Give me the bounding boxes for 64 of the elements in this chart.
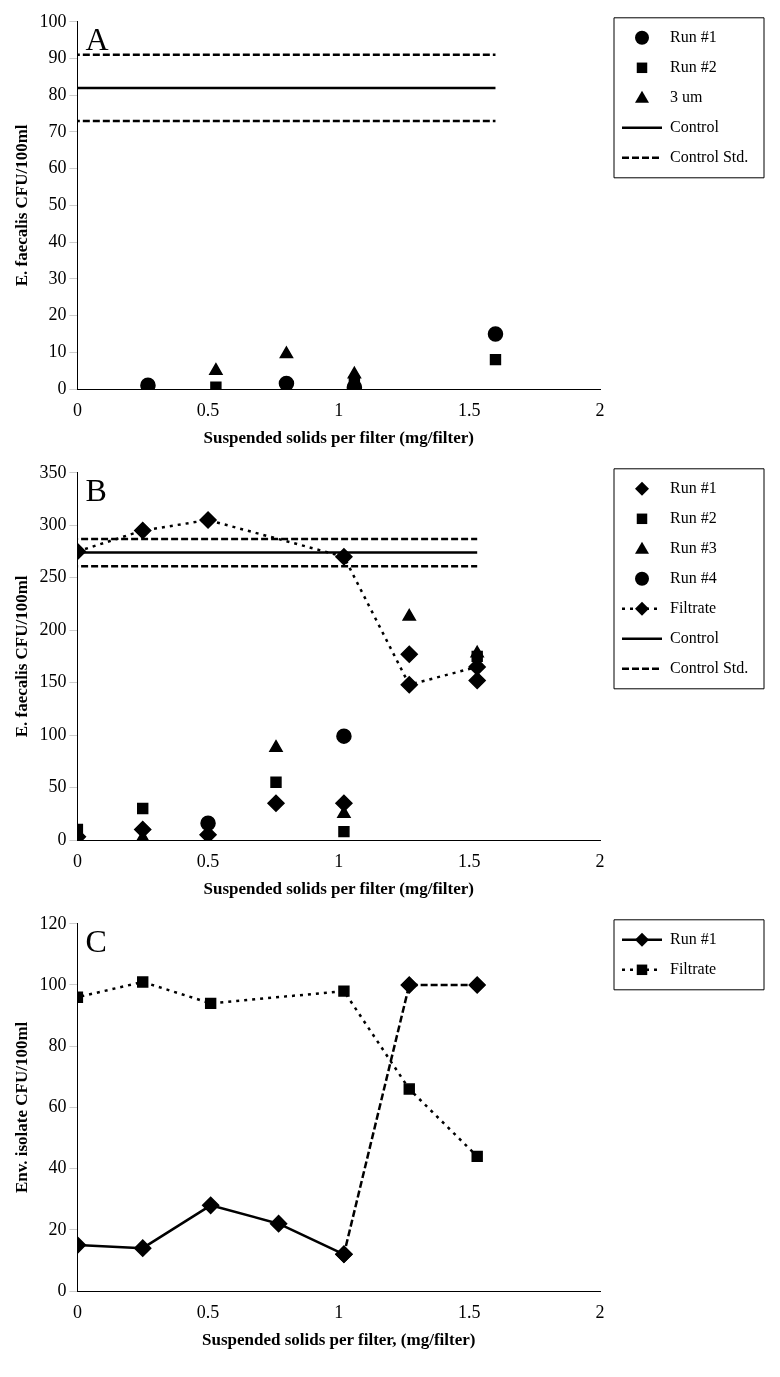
annotation: A: [85, 21, 109, 58]
y-tick-label: 0: [57, 1279, 67, 1300]
annotation: B: [85, 472, 107, 509]
legend-label: Run #1: [670, 28, 717, 45]
y-tick-label: 40: [48, 230, 67, 251]
y-tick-label: 100: [39, 973, 67, 994]
x-tick-label: 1.5: [458, 399, 481, 420]
y-tick-label: 300: [39, 513, 67, 534]
y-axis-title: E. faecalis CFU/100ml: [11, 124, 31, 287]
y-axis-title: E. faecalis CFU/100ml: [11, 575, 31, 738]
y-tick-label: 20: [48, 304, 67, 325]
y-tick-label: 80: [48, 1034, 67, 1055]
y-tick-label: 100: [39, 10, 67, 31]
legend-label: Run #2: [670, 509, 717, 526]
y-tick-label: 100: [39, 723, 67, 744]
x-tick-label: 0: [72, 399, 82, 420]
annotation: C: [85, 923, 107, 960]
x-tick-label: 1: [334, 1301, 344, 1322]
x-tick-label: 1.5: [458, 850, 481, 871]
legend-label: 3 um: [670, 88, 703, 105]
legend-label: Run #3: [670, 539, 717, 556]
legend-label: Filtrate: [670, 599, 717, 616]
y-tick-label: 0: [57, 377, 67, 398]
y-tick-label: 200: [39, 618, 67, 639]
y-tick-label: 350: [39, 461, 67, 482]
x-tick-label: 1: [334, 850, 344, 871]
x-tick-label: 0: [72, 1301, 82, 1322]
y-tick-label: 80: [48, 83, 67, 104]
x-tick-label: 2: [595, 399, 605, 420]
legend-label: Run #1: [670, 479, 717, 496]
legend-label: Run #4: [670, 569, 717, 586]
y-tick-label: 0: [57, 828, 67, 849]
y-tick-label: 60: [48, 1096, 67, 1117]
legend-label: Filtrate: [670, 960, 717, 977]
y-tick-label: 30: [48, 267, 67, 288]
x-tick-label: 0.5: [196, 399, 220, 420]
x-tick-label: 1: [334, 399, 344, 420]
y-tick-label: 40: [48, 1157, 67, 1178]
legend-label: Run #1: [670, 930, 717, 947]
x-axis-title: Suspended solids per filter (mg/filter): [203, 879, 474, 899]
y-tick-label: 90: [48, 47, 67, 68]
y-tick-label: 20: [48, 1218, 67, 1239]
y-tick-label: 60: [48, 157, 67, 178]
y-tick-label: 50: [48, 776, 67, 797]
x-axis-title: Suspended solids per filter (mg/filter): [203, 428, 474, 448]
x-tick-label: 0.5: [196, 1301, 220, 1322]
x-tick-label: 0.5: [196, 850, 220, 871]
x-tick-label: 2: [595, 1301, 605, 1322]
x-tick-label: 1.5: [458, 1301, 481, 1322]
legend-label: Control Std.: [670, 148, 749, 165]
y-tick-label: 120: [39, 912, 67, 933]
y-tick-label: 70: [48, 120, 67, 141]
legend-label: Run #2: [670, 58, 717, 75]
x-tick-label: 0: [72, 850, 82, 871]
y-tick-label: 10: [48, 341, 67, 362]
y-axis-title: Env. isolate CFU/100ml: [11, 1021, 31, 1194]
legend-label: Control Std.: [670, 659, 749, 676]
x-axis-title: Suspended solids per filter, (mg/filter): [201, 1330, 476, 1350]
y-tick-label: 250: [39, 566, 67, 587]
legend-label: Control: [670, 118, 720, 135]
legend-label: Control: [670, 629, 720, 646]
y-tick-label: 150: [39, 671, 67, 692]
x-tick-label: 2: [595, 850, 605, 871]
y-tick-label: 50: [48, 194, 67, 215]
